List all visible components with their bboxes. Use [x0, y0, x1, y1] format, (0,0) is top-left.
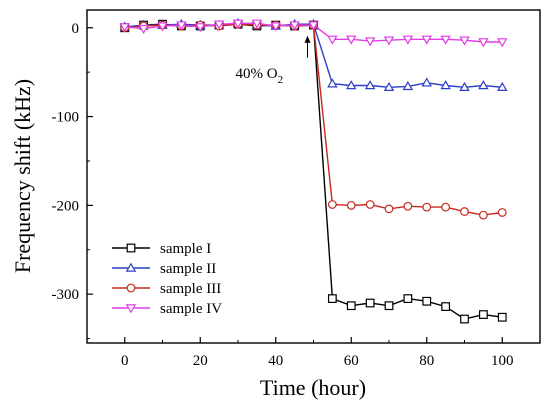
data-point-circle: [346, 200, 356, 210]
data-point-triangle-up: [327, 78, 338, 88]
data-point-triangle-down: [497, 38, 508, 48]
y-tick-label: -200: [52, 198, 80, 214]
legend-label: sample III: [160, 281, 221, 297]
axis-ticks: 0 20 40 60 80 100 0 -100 -200 -300: [52, 21, 514, 369]
annotation-arrowhead: [304, 35, 311, 43]
data-point-triangle-down: [119, 23, 130, 33]
data-point-circle: [384, 204, 394, 214]
data-point-triangle-down: [138, 24, 149, 35]
data-point-triangle-down: [364, 37, 376, 47]
x-tick-label: 60: [344, 353, 359, 369]
data-point-triangle-down: [251, 19, 263, 29]
data-point-triangle-up: [125, 262, 137, 272]
x-tick-label: 80: [419, 353, 434, 369]
data-point-triangle-down: [125, 304, 137, 314]
data-series: [119, 17, 508, 324]
series-4: [119, 19, 508, 48]
data-point-square: [327, 294, 337, 303]
data-point-square: [478, 310, 488, 319]
data-point-triangle-down: [383, 36, 395, 46]
annotation-label: 40% O2: [236, 66, 284, 86]
x-tick-label: 0: [121, 353, 129, 369]
data-point-triangle-up: [459, 81, 470, 91]
x-tick-label: 100: [491, 353, 514, 369]
data-point-circle: [497, 208, 507, 217]
y-tick-label: -100: [52, 110, 80, 126]
data-point-square: [365, 298, 375, 308]
data-point-triangle-up: [346, 80, 357, 90]
data-point-triangle-down: [478, 38, 489, 48]
data-point-circle: [460, 207, 469, 216]
data-point-triangle-down: [289, 21, 300, 31]
data-point-triangle-up: [383, 81, 395, 91]
data-point-circle: [422, 202, 432, 212]
data-point-circle: [126, 283, 136, 293]
data-point-square: [422, 296, 432, 306]
legend-label: sample I: [160, 241, 211, 257]
data-point-circle: [327, 200, 337, 209]
legend-item: sample I: [112, 241, 211, 257]
data-point-triangle-up: [364, 80, 376, 90]
data-point-circle: [365, 200, 375, 209]
data-point-circle: [478, 210, 488, 220]
data-point-circle: [403, 201, 413, 211]
legend-label: sample II: [160, 261, 216, 277]
data-point-triangle-down: [270, 22, 281, 32]
data-point-triangle-down: [327, 35, 338, 45]
y-tick-label: -300: [52, 287, 80, 303]
data-point-triangle-down: [176, 21, 187, 31]
data-point-triangle-up: [402, 80, 414, 91]
data-point-triangle-down: [195, 23, 206, 33]
data-point-triangle-up: [421, 77, 432, 87]
data-point-square: [384, 301, 394, 311]
data-point-triangle-up: [440, 80, 451, 90]
data-point-square: [497, 312, 507, 322]
legend-label: sample IV: [160, 301, 222, 317]
data-point-triangle-up: [497, 81, 508, 91]
x-tick-label: 40: [268, 353, 283, 369]
legend-item: sample III: [112, 281, 221, 297]
data-point-triangle-down: [402, 35, 414, 45]
data-point-triangle-up: [478, 80, 489, 90]
data-point-square: [460, 314, 469, 324]
data-point-triangle-down: [213, 20, 225, 30]
x-axis-title: Time (hour): [260, 375, 366, 400]
data-point-circle: [441, 202, 451, 212]
legend: sample I sample II sample III sample IV: [112, 241, 222, 317]
annotation: 40% O2: [236, 35, 311, 86]
data-point-triangle-down: [440, 35, 451, 45]
y-axis-title: Frequency shift (kHz): [10, 79, 35, 273]
data-point-triangle-down: [421, 35, 432, 45]
legend-item: sample II: [112, 261, 216, 277]
legend-item: sample IV: [112, 301, 222, 317]
data-point-triangle-down: [157, 22, 168, 32]
data-point-triangle-down: [346, 35, 357, 45]
y-tick-label: 0: [72, 21, 80, 37]
data-point-triangle-down: [308, 21, 319, 31]
data-point-square: [403, 294, 413, 303]
data-point-triangle-down: [459, 36, 470, 46]
data-point-square: [126, 243, 136, 253]
data-point-triangle-down: [232, 19, 244, 29]
x-tick-label: 20: [193, 353, 208, 369]
data-point-square: [346, 301, 356, 311]
data-point-square: [441, 302, 451, 311]
